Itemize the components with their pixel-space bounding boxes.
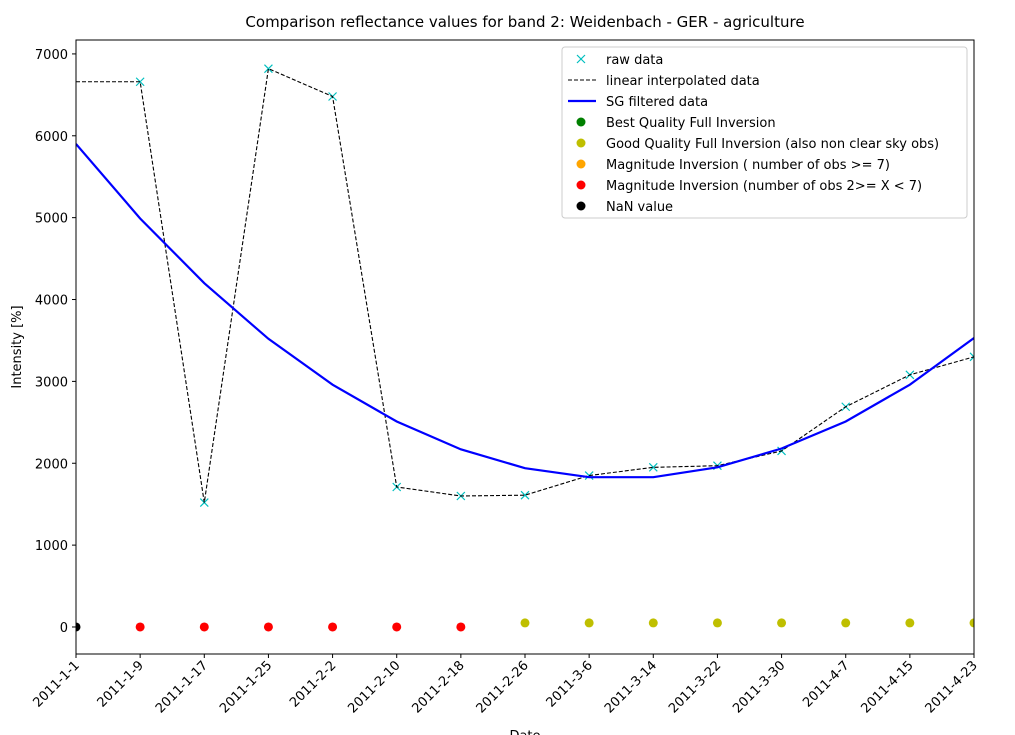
x-tick-label: 2011-3-30 (730, 658, 788, 716)
x-tick-label: 2011-1-17 (153, 658, 211, 716)
plot-frame (75, 39, 975, 655)
x-tick-label: 2011-1-25 (217, 658, 275, 716)
x-tick-label: 2011-2-2 (287, 658, 339, 710)
y-tick-label: 1000 (35, 539, 68, 554)
quality-dot (648, 618, 658, 628)
legend-symbol (576, 138, 586, 148)
x-tick-label: 2011-3-14 (602, 658, 660, 716)
y-tick-label: 5000 (35, 212, 68, 227)
x-tick-label: 2011-4-15 (859, 658, 917, 716)
y-tick-label: 2000 (35, 457, 68, 472)
y-tick-label: 6000 (35, 130, 68, 145)
raw-marker (264, 64, 273, 74)
raw-marker (520, 490, 530, 500)
legend-label: NaN value (606, 200, 673, 215)
quality-dot (905, 618, 915, 628)
legend-label: Magnitude Inversion ( number of obs >= 7… (606, 158, 890, 173)
x-tick-label: 2011-3-6 (544, 658, 596, 710)
x-tick-label: 2011-1-1 (30, 658, 82, 710)
x-tick-label: 2011-4-7 (800, 658, 852, 710)
chart-title: Comparison reflectance values for band 2… (245, 13, 804, 31)
legend-label: raw data (606, 53, 663, 68)
quality-dot (328, 622, 338, 632)
legend-label: Magnitude Inversion (number of obs 2>= X… (606, 179, 922, 194)
legend-symbol (576, 180, 586, 190)
quality-dot (584, 618, 594, 628)
legend-symbol (576, 54, 586, 64)
quality-dot (969, 618, 974, 628)
legend-box (561, 46, 968, 219)
quality-dot (263, 622, 273, 632)
x-tick-label: 2011-3-22 (666, 658, 724, 716)
y-tick-label: 7000 (35, 48, 68, 63)
x-axis-label: Date (509, 729, 540, 735)
x-tick-label: 2011-2-10 (345, 658, 403, 716)
legend-symbol (576, 201, 586, 211)
legend-label: Best Quality Full Inversion (606, 116, 776, 131)
quality-dot (520, 618, 530, 628)
y-tick-label: 4000 (35, 294, 68, 309)
raw-marker (135, 77, 145, 87)
legend-symbol (576, 159, 586, 169)
raw-marker (969, 352, 974, 362)
y-tick-label: 0 (60, 621, 68, 636)
x-tick-label: 2011-1-9 (95, 658, 147, 710)
legend-label: linear interpolated data (606, 74, 760, 89)
y-axis-label: Intensity [%] (10, 305, 25, 388)
quality-dot (199, 622, 209, 632)
raw-marker (648, 462, 658, 472)
y-tick-label: 3000 (35, 375, 68, 390)
x-tick-label: 2011-4-23 (923, 658, 981, 716)
quality-dot (76, 622, 81, 632)
quality-dot (456, 622, 466, 632)
plot-area (76, 64, 974, 632)
legend-symbol (576, 117, 586, 127)
x-tick-label: 2011-2-26 (474, 658, 532, 716)
quality-dot (777, 618, 787, 628)
quality-dot (392, 622, 402, 632)
filtered-line (76, 143, 974, 479)
quality-dot (841, 618, 851, 628)
quality-dot (712, 618, 722, 628)
x-tick-label: 2011-2-18 (410, 658, 468, 716)
legend-label: Good Quality Full Inversion (also non cl… (606, 137, 939, 152)
legend-label: SG filtered data (606, 95, 708, 110)
quality-dot (135, 622, 145, 632)
interpolated-line (76, 67, 974, 503)
